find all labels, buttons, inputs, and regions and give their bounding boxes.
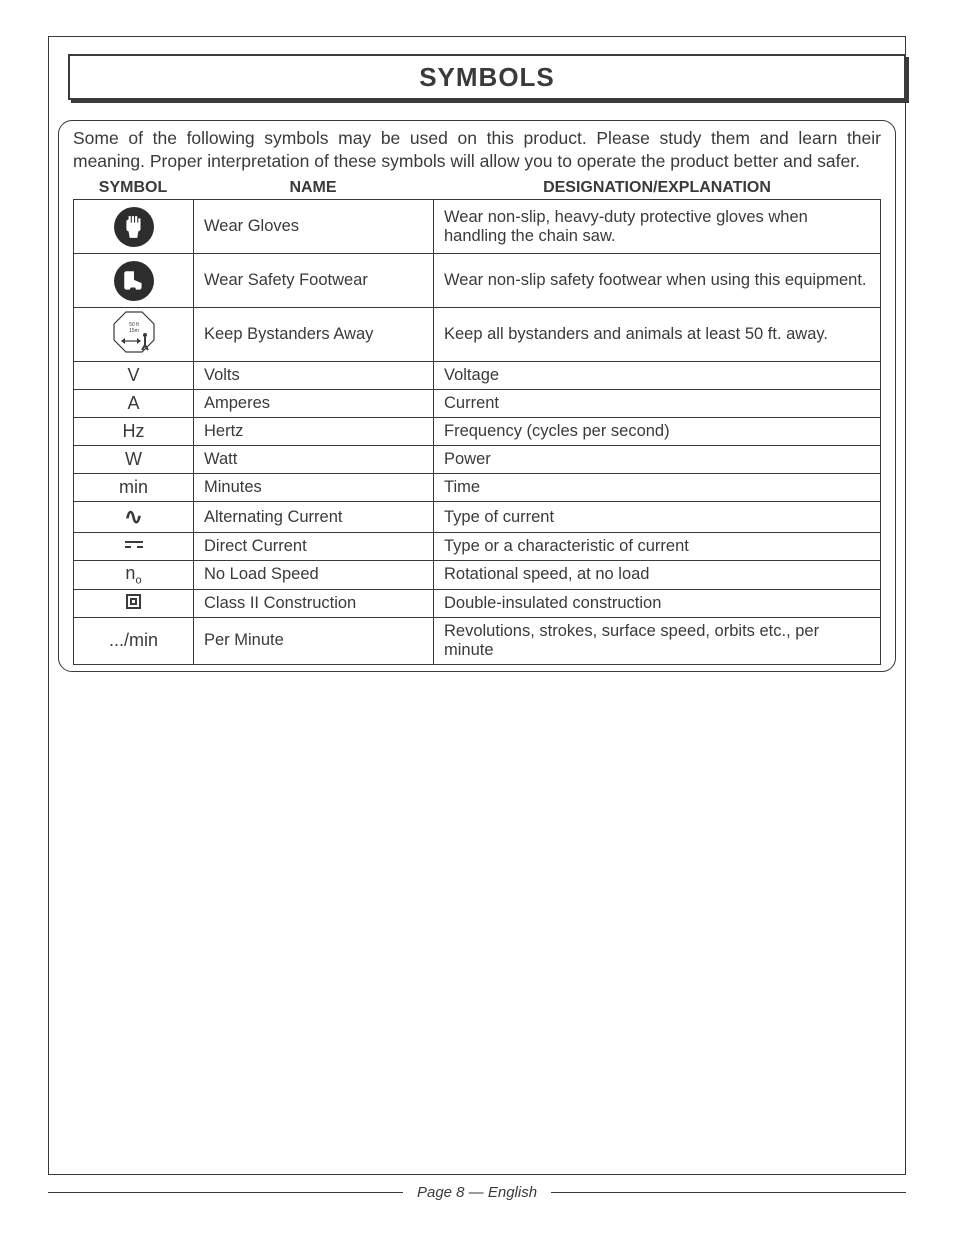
table-row: no No Load Speed Rotational speed, at no… [74,561,881,590]
cell-name: Hertz [194,418,434,446]
cell-name: Wear Safety Footwear [194,254,434,308]
footer-line-right [551,1192,906,1193]
cell-symbol [74,200,194,254]
cell-explanation: Double-insulated construction [434,589,881,617]
section-title-box: SYMBOLS [68,54,906,100]
table-row: Wear Gloves Wear non-slip, heavy-duty pr… [74,200,881,254]
cell-name: Class II Construction [194,589,434,617]
cell-explanation: Rotational speed, at no load [434,561,881,590]
table-row: .../min Per Minute Revolutions, strokes,… [74,617,881,664]
boot-icon [114,261,154,301]
symbols-table: Wear Gloves Wear non-slip, heavy-duty pr… [73,199,881,665]
header-explanation: DESIGNATION/EXPLANATION [433,179,881,197]
footer-line-left [48,1192,403,1193]
footer-text: Page 8 — English [417,1184,537,1201]
cell-symbol: no [74,561,194,590]
header-symbol: SYMBOL [73,179,193,197]
cell-explanation: Frequency (cycles per second) [434,418,881,446]
dc-icon [125,541,143,548]
symbol-text: A [127,393,139,413]
table-row: Direct Current Type or a characteristic … [74,533,881,561]
cell-name: Per Minute [194,617,434,664]
class2-icon [126,594,141,609]
symbol-text: Hz [123,421,145,441]
intro-text: Some of the following symbols may be use… [73,127,881,173]
cell-symbol: Hz [74,418,194,446]
cell-name: Watt [194,446,434,474]
table-row: 50 ft 15m Keep Bystanders Away Keep all … [74,308,881,362]
symbol-text: V [127,365,139,385]
table-row: Class II Construction Double-insulated c… [74,589,881,617]
table-row: V Volts Voltage [74,362,881,390]
cell-symbol [74,254,194,308]
cell-symbol: W [74,446,194,474]
glove-icon [114,207,154,247]
cell-name: No Load Speed [194,561,434,590]
table-row: Hz Hertz Frequency (cycles per second) [74,418,881,446]
cell-explanation: Revolutions, strokes, surface speed, orb… [434,617,881,664]
cell-explanation: Wear non-slip, heavy-duty protective glo… [434,200,881,254]
cell-explanation: Type of current [434,502,881,533]
cell-symbol: ∿ [74,502,194,533]
table-row: min Minutes Time [74,474,881,502]
cell-symbol: V [74,362,194,390]
cell-name: Direct Current [194,533,434,561]
cell-explanation: Current [434,390,881,418]
section-title: SYMBOLS [419,62,555,93]
symbol-text: min [119,477,148,497]
cell-symbol: 50 ft 15m [74,308,194,362]
no-load-icon: no [125,563,141,583]
table-row: ∿ Alternating Current Type of current [74,502,881,533]
symbol-text: W [125,449,142,469]
cell-explanation: Type or a characteristic of current [434,533,881,561]
cell-symbol [74,533,194,561]
cell-symbol: min [74,474,194,502]
cell-name: Amperes [194,390,434,418]
cell-explanation: Keep all bystanders and animals at least… [434,308,881,362]
cell-name: Wear Gloves [194,200,434,254]
cell-name: Keep Bystanders Away [194,308,434,362]
cell-name: Volts [194,362,434,390]
cell-explanation: Voltage [434,362,881,390]
bystander-icon: 50 ft 15m [113,311,155,353]
cell-name: Alternating Current [194,502,434,533]
intro-and-table-panel: Some of the following symbols may be use… [58,120,896,672]
ac-icon: ∿ [124,504,142,529]
cell-name: Minutes [194,474,434,502]
cell-symbol: .../min [74,617,194,664]
page-footer: Page 8 — English [48,1184,906,1201]
cell-explanation: Wear non-slip safety footwear when using… [434,254,881,308]
symbols-tbody: Wear Gloves Wear non-slip, heavy-duty pr… [74,200,881,665]
svg-text:15m: 15m [129,328,139,334]
table-row: A Amperes Current [74,390,881,418]
header-name: NAME [193,179,433,197]
content-area: Some of the following symbols may be use… [58,120,896,672]
table-row: W Watt Power [74,446,881,474]
symbol-text: .../min [109,630,158,650]
cell-symbol [74,589,194,617]
table-row: Wear Safety Footwear Wear non-slip safet… [74,254,881,308]
cell-explanation: Power [434,446,881,474]
cell-explanation: Time [434,474,881,502]
table-headers: SYMBOL NAME DESIGNATION/EXPLANATION [73,177,881,201]
cell-symbol: A [74,390,194,418]
